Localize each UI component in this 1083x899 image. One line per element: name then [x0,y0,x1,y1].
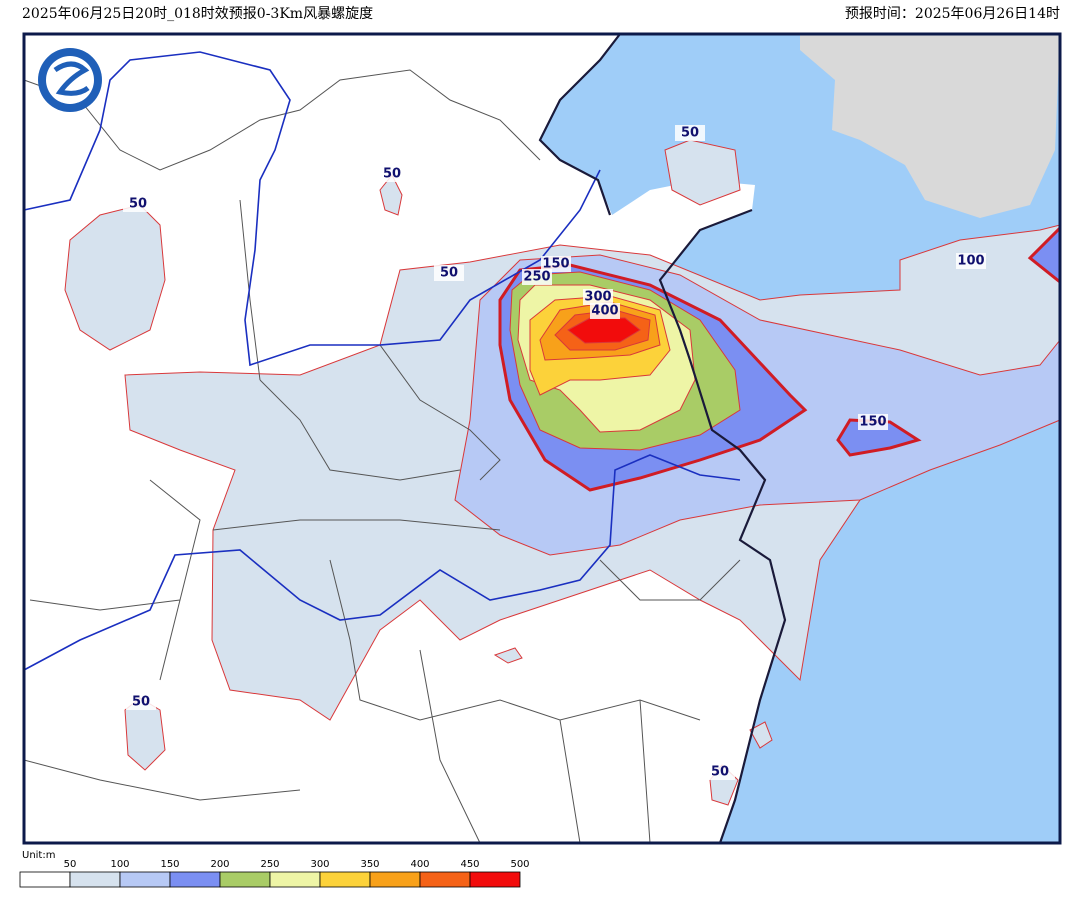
contour-label-bg [705,764,735,780]
contour-label-bg [541,256,571,272]
contour-label: 50 [711,765,729,780]
contour-label-bg [434,265,464,281]
legend-tick: 50 [64,859,77,870]
forecast-time: 预报时间：2025年06月26日14时 [845,6,1060,22]
contour-label: 50 [383,167,401,182]
land-korea [800,34,1060,218]
contour-label-bg [956,253,986,269]
contour-label: 50 [681,126,699,141]
legend-tick: 300 [310,859,329,870]
contour-label: 50 [440,266,458,281]
contour-label-bg [583,289,613,305]
legend-swatch [169,871,221,888]
legend-swatch [369,871,421,888]
legend-tick: 500 [510,859,529,870]
map-title: 2025年06月25日20时_018时效预报0-3Km风暴螺旋度 [22,6,373,22]
contour-label: 300 [584,290,611,305]
legend: 50 100 150 200 250 300 350 400 450 500 [19,859,530,888]
map-area [22,32,1062,845]
legend-swatch [119,871,171,888]
contour-label: 150 [542,257,569,272]
legend-tick: 450 [460,859,479,870]
logo [38,48,102,112]
legend-tick: 350 [360,859,379,870]
contour-label-bg [675,125,705,141]
contour-label: 400 [591,304,618,319]
contour-label-bg [590,303,620,319]
contour-label-bg [126,694,156,710]
legend-swatch [19,871,71,888]
legend-swatch [219,871,271,888]
legend-tick: 150 [160,859,179,870]
legend-unit: Unit:m [22,850,55,861]
contour-label: 50 [132,695,150,710]
contour-label-bg [377,166,407,182]
legend-tick: 200 [210,859,229,870]
legend-tick: 100 [110,859,129,870]
contour-label-bg [858,414,888,430]
legend-swatch [269,871,321,888]
contour-label-bg [522,269,552,285]
legend-swatch [419,871,471,888]
legend-tick: 250 [260,859,279,870]
legend-swatch [319,871,371,888]
contour-label-bg [123,196,153,212]
contour-label: 100 [957,254,984,269]
contour-label: 150 [859,415,886,430]
legend-swatch [469,871,521,888]
legend-swatch [69,871,121,888]
legend-tick: 400 [410,859,429,870]
contour-label: 50 [129,197,147,212]
contour-label: 250 [523,270,550,285]
